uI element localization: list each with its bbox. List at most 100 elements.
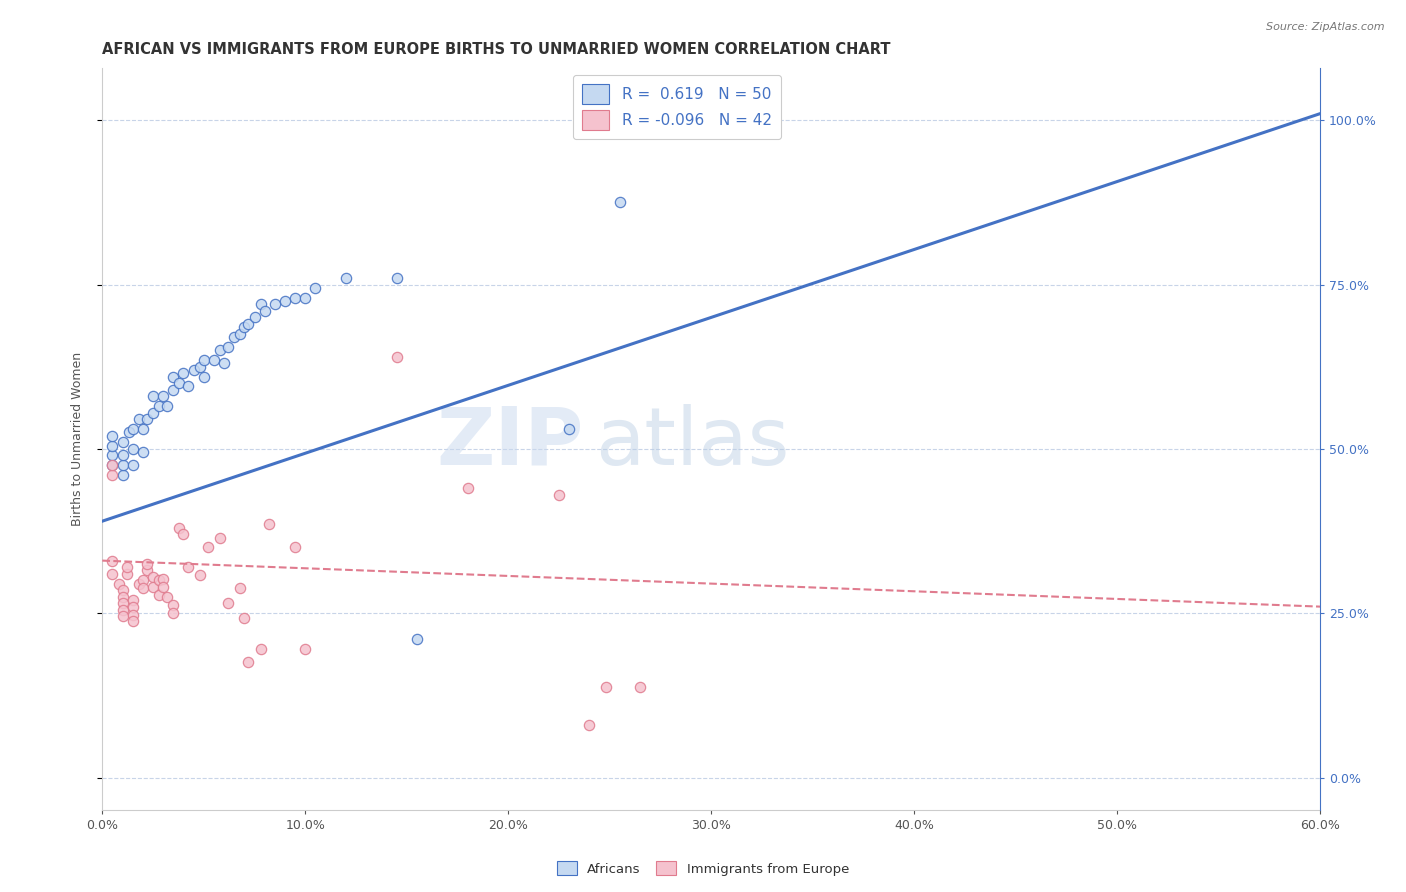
Point — [193, 369, 215, 384]
Point — [253, 303, 276, 318]
Point — [217, 340, 239, 354]
Point — [142, 389, 165, 403]
Point — [101, 428, 124, 442]
Point — [193, 353, 215, 368]
Legend: R =  0.619   N = 50, R = -0.096   N = 42: R = 0.619 N = 50, R = -0.096 N = 42 — [572, 75, 780, 139]
Point — [156, 399, 179, 413]
Point — [111, 590, 134, 604]
Point — [132, 445, 155, 459]
Point — [115, 566, 138, 581]
Point — [172, 527, 194, 541]
Point — [136, 564, 159, 578]
Point — [152, 572, 174, 586]
Point — [457, 481, 479, 495]
Point — [294, 642, 316, 657]
Text: Source: ZipAtlas.com: Source: ZipAtlas.com — [1267, 22, 1385, 32]
Point — [111, 603, 134, 617]
Text: atlas: atlas — [596, 404, 790, 482]
Point — [197, 541, 219, 555]
Point — [169, 521, 191, 535]
Point — [111, 468, 134, 483]
Point — [609, 195, 631, 210]
Point — [257, 517, 280, 532]
Point — [148, 399, 170, 413]
Point — [111, 609, 134, 624]
Point — [229, 326, 252, 341]
Point — [132, 581, 155, 595]
Point — [121, 614, 143, 628]
Point — [304, 281, 326, 295]
Point — [162, 369, 184, 384]
Point — [335, 271, 357, 285]
Point — [128, 576, 150, 591]
Point — [238, 656, 260, 670]
Point — [188, 359, 211, 374]
Point — [208, 343, 231, 358]
Point — [107, 576, 129, 591]
Point — [111, 435, 134, 450]
Point — [142, 406, 165, 420]
Y-axis label: Births to Unmarried Women: Births to Unmarried Women — [72, 352, 84, 526]
Text: ZIP: ZIP — [436, 404, 583, 482]
Point — [233, 611, 256, 625]
Point — [233, 320, 256, 334]
Point — [148, 588, 170, 602]
Point — [101, 449, 124, 463]
Point — [118, 425, 141, 440]
Point — [578, 718, 600, 732]
Point — [101, 468, 124, 483]
Point — [152, 580, 174, 594]
Point — [628, 120, 651, 134]
Point — [385, 271, 408, 285]
Point — [217, 596, 239, 610]
Point — [238, 317, 260, 331]
Point — [249, 297, 271, 311]
Point — [263, 297, 285, 311]
Point — [121, 599, 143, 614]
Point — [121, 422, 143, 436]
Point — [224, 330, 246, 344]
Point — [121, 458, 143, 473]
Point — [156, 590, 179, 604]
Point — [229, 581, 252, 595]
Point — [212, 356, 235, 370]
Point — [274, 293, 297, 308]
Point — [202, 353, 225, 368]
Point — [162, 606, 184, 620]
Point — [111, 583, 134, 598]
Point — [294, 291, 316, 305]
Point — [548, 488, 571, 502]
Point — [659, 120, 682, 134]
Point — [111, 449, 134, 463]
Point — [208, 531, 231, 545]
Point — [101, 458, 124, 473]
Point — [121, 442, 143, 456]
Point — [101, 458, 124, 473]
Point — [121, 593, 143, 607]
Point — [172, 366, 194, 380]
Point — [188, 568, 211, 582]
Point — [595, 680, 617, 694]
Point — [169, 376, 191, 391]
Point — [132, 422, 155, 436]
Point — [628, 680, 651, 694]
Point — [115, 560, 138, 574]
Point — [132, 574, 155, 588]
Point — [111, 458, 134, 473]
Point — [162, 599, 184, 613]
Point — [128, 412, 150, 426]
Point — [249, 642, 271, 657]
Point — [121, 607, 143, 622]
Point — [101, 553, 124, 567]
Point — [243, 310, 266, 325]
Point — [183, 363, 205, 377]
Point — [176, 560, 198, 574]
Point — [142, 580, 165, 594]
Point — [558, 422, 581, 436]
Point — [101, 439, 124, 453]
Point — [162, 383, 184, 397]
Point — [284, 291, 307, 305]
Point — [136, 412, 159, 426]
Point — [142, 570, 165, 584]
Text: AFRICAN VS IMMIGRANTS FROM EUROPE BIRTHS TO UNMARRIED WOMEN CORRELATION CHART: AFRICAN VS IMMIGRANTS FROM EUROPE BIRTHS… — [103, 42, 891, 57]
